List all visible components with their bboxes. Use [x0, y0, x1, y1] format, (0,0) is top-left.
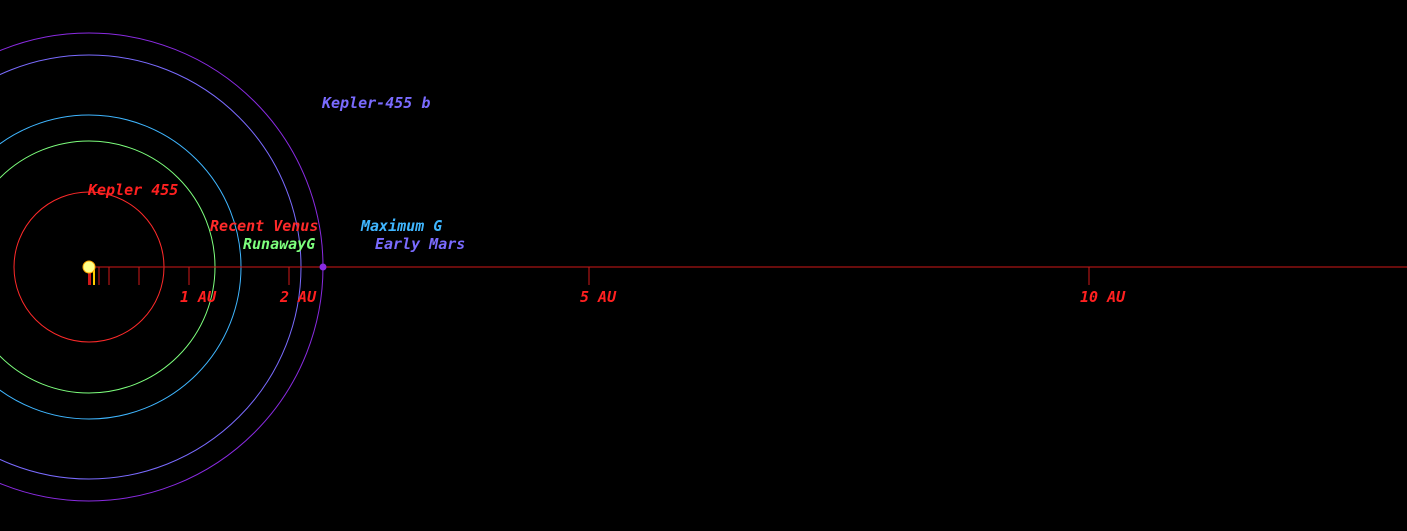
markers — [82, 260, 327, 285]
hz-label-recent-venus: Recent Venus — [210, 217, 318, 235]
star-marker-bar — [88, 267, 91, 285]
planet-label: Kepler-455 b — [321, 94, 430, 112]
star-marker-bar — [93, 267, 95, 285]
diagram-labels: Kepler 455 Kepler-455 b Recent Venus Run… — [87, 94, 465, 253]
hz-label-runaway-greenhouse: RunawayG — [243, 235, 315, 253]
hz-label-maximum-greenhouse: Maximum G — [360, 217, 442, 235]
hz-label-early-mars: Early Mars — [375, 235, 465, 253]
planet-icon — [319, 263, 327, 271]
au-scale-axis: 1 AU 2 AU 5 AU 10 AU — [89, 266, 1407, 306]
axis-tick-label: 10 AU — [1080, 288, 1126, 306]
star-label: Kepler 455 — [87, 181, 178, 199]
axis-tick-label: 1 AU — [180, 288, 217, 306]
axis-tick-label: 5 AU — [580, 288, 617, 306]
axis-tick-label: 2 AU — [279, 288, 317, 306]
star-icon — [82, 260, 96, 274]
